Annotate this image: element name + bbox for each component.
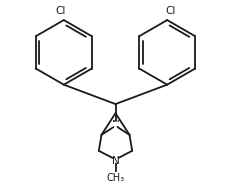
Text: Cl: Cl [165,6,176,16]
Text: N: N [112,120,119,130]
Text: CH₃: CH₃ [106,173,125,183]
Text: N: N [112,155,119,166]
Text: Cl: Cl [55,6,66,16]
